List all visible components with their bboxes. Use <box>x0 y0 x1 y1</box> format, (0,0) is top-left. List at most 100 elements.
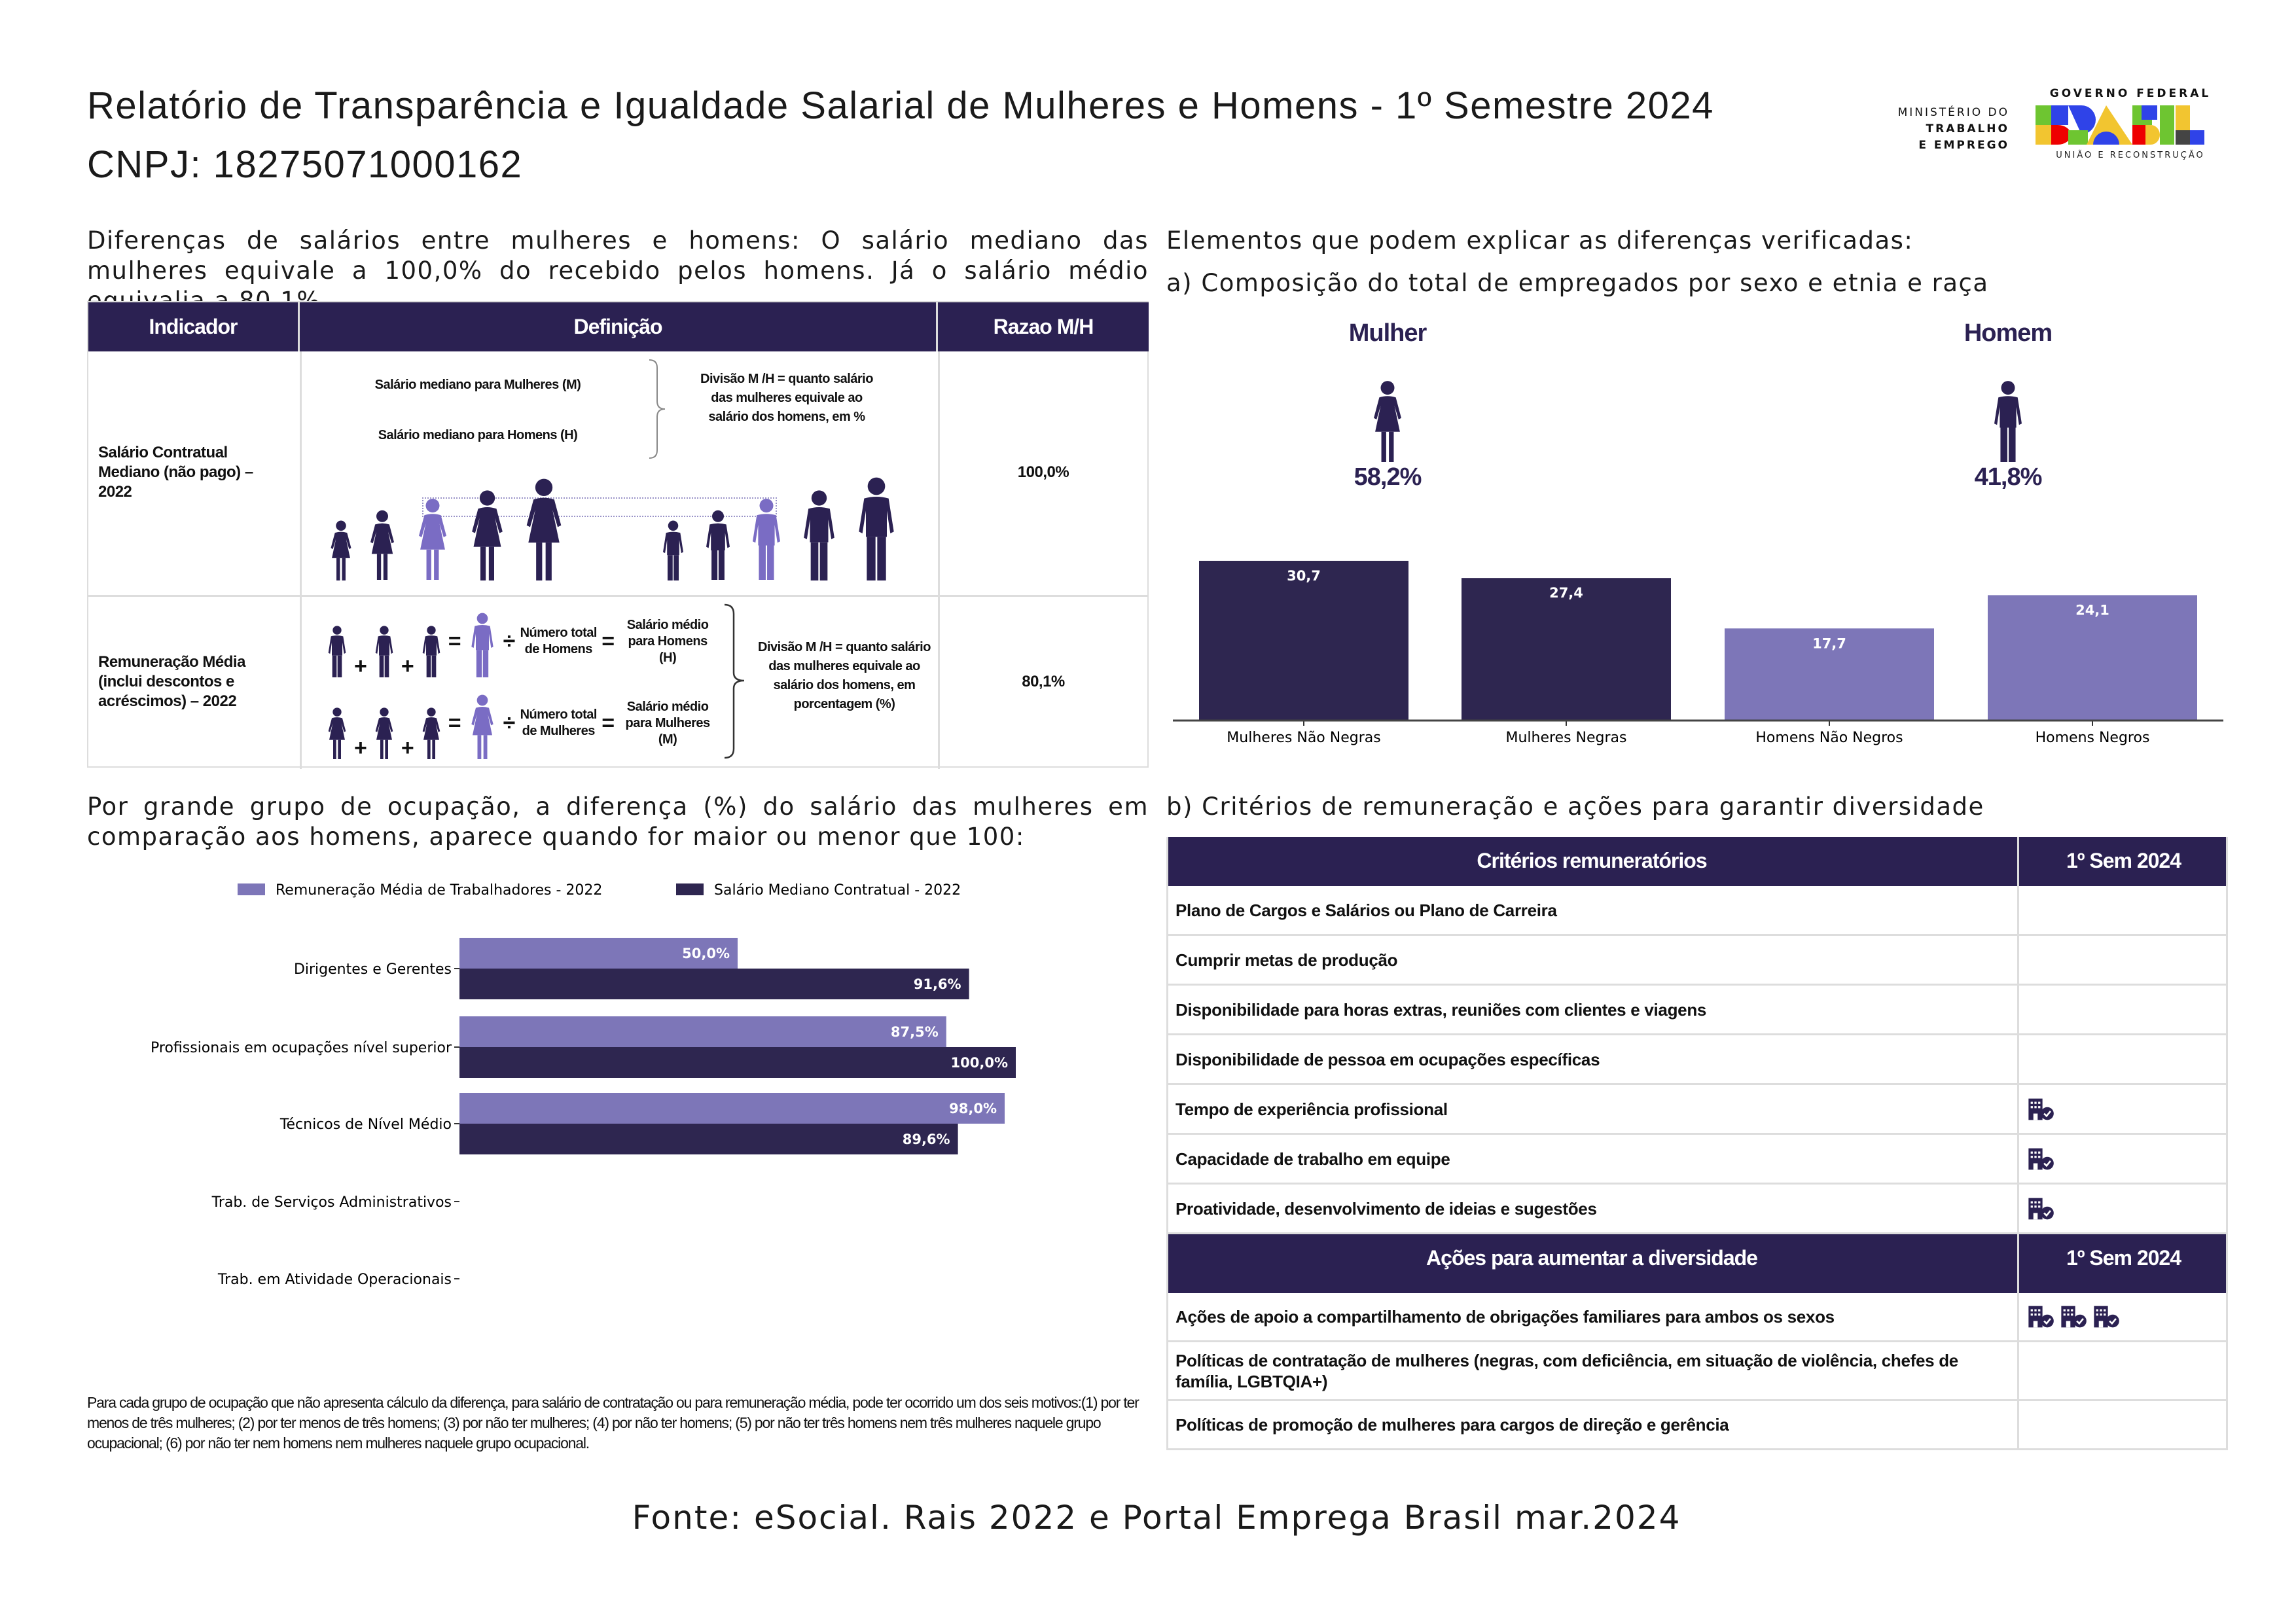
criteria-status <box>2017 1135 2228 1183</box>
woman-icon <box>1368 380 1407 462</box>
criteria-status <box>2017 886 2228 934</box>
criteria-label: Cumprir metas de produção <box>1175 950 1398 970</box>
def-median-men: Salário mediano para Homens (H) <box>378 428 578 442</box>
bar-1-0 <box>459 969 969 999</box>
x-tick-label: Homens Não Negros <box>1755 730 1903 746</box>
header-razao: Razao M/H <box>938 302 1149 351</box>
man-icon <box>852 476 901 580</box>
actions-row: Ações de apoio a compartilhamento de obr… <box>1166 1293 2228 1342</box>
criteria-status <box>2017 986 2228 1033</box>
man-icon <box>371 625 397 677</box>
ministry-line: E EMPREGO <box>1918 139 2009 152</box>
criteria-row: Proatividade, desenvolvimento de ideias … <box>1166 1185 2228 1234</box>
mulher-label: Mulher <box>1348 319 1427 347</box>
legend-label: Remuneração Média de Trabalhadores - 202… <box>276 882 602 899</box>
woman-icon <box>467 489 508 580</box>
equals-sign: = <box>601 629 615 654</box>
def-division-average: Divisão M /H = quanto salário das mulher… <box>758 640 931 711</box>
divide-sign: ÷ <box>503 711 516 736</box>
building-check-icon <box>2027 1097 2056 1121</box>
bar-0-2 <box>459 1093 1005 1124</box>
bar-0-0 <box>459 938 738 969</box>
row-divider <box>88 595 1149 597</box>
bar-value-label: 27,4 <box>1549 585 1583 601</box>
legend-swatch <box>676 883 704 895</box>
criteria-row: Plano de Cargos e Salários ou Plano de C… <box>1166 886 2228 936</box>
criteria-status <box>2017 936 2228 984</box>
y-tick-label: Dirigentes e Gerentes <box>294 961 452 978</box>
indicator-remuneracao-media: Remuneração Média (inclui descontos e ac… <box>98 653 245 710</box>
bar-1-2 <box>459 1124 958 1154</box>
bar-value-label: 100,0% <box>951 1055 1008 1071</box>
y-tick-label: Técnicos de Nível Médio <box>279 1116 452 1133</box>
bar-0 <box>1199 560 1408 721</box>
indicator-salario-mediano: Salário Contratual Mediano (não pago) – … <box>98 444 253 501</box>
building-check-icon <box>2060 1305 2089 1329</box>
woman-icon-median <box>415 497 450 580</box>
man-icon <box>324 625 350 677</box>
man-icon <box>418 625 444 677</box>
bar-value-label: 17,7 <box>1812 635 1846 651</box>
def-median-women: Salário mediano para Mulheres (M) <box>374 378 581 392</box>
section-b-heading: b) Critérios de remuneração e ações para… <box>1166 793 1984 821</box>
plus-sign: + <box>354 654 367 679</box>
bar-value-label: 50,0% <box>682 946 730 961</box>
woman-icon <box>366 509 399 580</box>
criteria-status <box>2017 1185 2228 1232</box>
criteria-row: Disponibilidade para horas extras, reuni… <box>1166 986 2228 1035</box>
y-tick-label: Trab. em Atividade Operacionais <box>217 1272 452 1288</box>
divide-sign: ÷ <box>503 629 516 654</box>
occupation-intro: Por grande grupo de ocupação, a diferenç… <box>87 793 1149 851</box>
bar-value-label: 24,1 <box>2075 602 2109 618</box>
criteria-status <box>2017 1035 2228 1083</box>
actions-row: Políticas de promoção de mulheres para c… <box>1166 1401 2228 1450</box>
actions-header-label: Ações para aumentar a diversidade <box>1426 1246 1758 1270</box>
bar-value-label: 98,0% <box>949 1101 997 1116</box>
mulher-percentage: 58,2% <box>1354 463 1422 491</box>
brace-icon <box>649 359 666 459</box>
brasil-wordmark-icon <box>2036 105 2204 145</box>
man-icon <box>658 520 688 580</box>
criteria-header-label: Critérios remuneratórios <box>1477 849 1707 872</box>
man-icon-total <box>465 612 499 677</box>
bar-0-1 <box>459 1016 946 1047</box>
equals-sign: = <box>448 711 461 736</box>
ratio-media: 80,1% <box>1022 673 1065 690</box>
occupation-bar-chart: Remuneração Média de Trabalhadores - 202… <box>151 882 1016 1288</box>
header-definicao: Definição <box>300 302 938 351</box>
criteria-label: Tempo de experiência profissional <box>1175 1099 1448 1119</box>
building-check-icon <box>2092 1305 2121 1329</box>
criteria-header-period: 1º Sem 2024 <box>2017 837 2228 886</box>
criteria-row: Cumprir metas de produção <box>1166 936 2228 986</box>
bar-1-1 <box>459 1047 1016 1078</box>
man-icon <box>702 509 734 580</box>
ministry-line: TRABALHO <box>1926 122 2009 135</box>
total-men-label: Número total de Homens <box>520 626 598 656</box>
criteria-row: Disponibilidade de pessoa em ocupações e… <box>1166 1035 2228 1085</box>
criteria-status <box>2017 1085 2228 1133</box>
bar-3 <box>1988 595 2197 721</box>
column-divider <box>938 351 940 769</box>
criteria-label: Capacidade de trabalho em equipe <box>1175 1149 1450 1169</box>
bar-1 <box>1462 578 1671 721</box>
bar-2 <box>1725 628 1934 721</box>
criteria-label: Disponibilidade de pessoa em ocupações e… <box>1175 1049 1600 1069</box>
comparison-box <box>422 497 777 517</box>
bar-value-label: 87,5% <box>891 1024 939 1040</box>
cnpj: CNPJ: 18275071000162 <box>87 143 523 186</box>
actions-status <box>2017 1342 2228 1399</box>
legend-swatch <box>238 883 265 895</box>
criteria-row: Tempo de experiência profissional <box>1166 1085 2228 1135</box>
actions-header-period: 1º Sem 2024 <box>2017 1234 2228 1293</box>
source-footer: Fonte: eSocial. Rais 2022 e Portal Empre… <box>632 1499 1681 1537</box>
bar-value-label: 91,6% <box>914 976 961 992</box>
actions-status <box>2017 1401 2228 1448</box>
explanation-heading: Elementos que podem explicar as diferenç… <box>1166 226 1914 255</box>
plus-sign: + <box>354 736 367 760</box>
brace-icon <box>724 603 745 759</box>
woman-icon-total <box>465 694 499 759</box>
formula-women: + + = ÷ Número total de Mulheres = Salár… <box>324 687 717 759</box>
criteria-label: Plano de Cargos e Salários ou Plano de C… <box>1175 900 1557 920</box>
composition-bar-chart: 30,7 Mulheres Não Negras 27,4 Mulheres Negr… <box>1173 560 2223 746</box>
man-icon-median <box>749 497 784 580</box>
